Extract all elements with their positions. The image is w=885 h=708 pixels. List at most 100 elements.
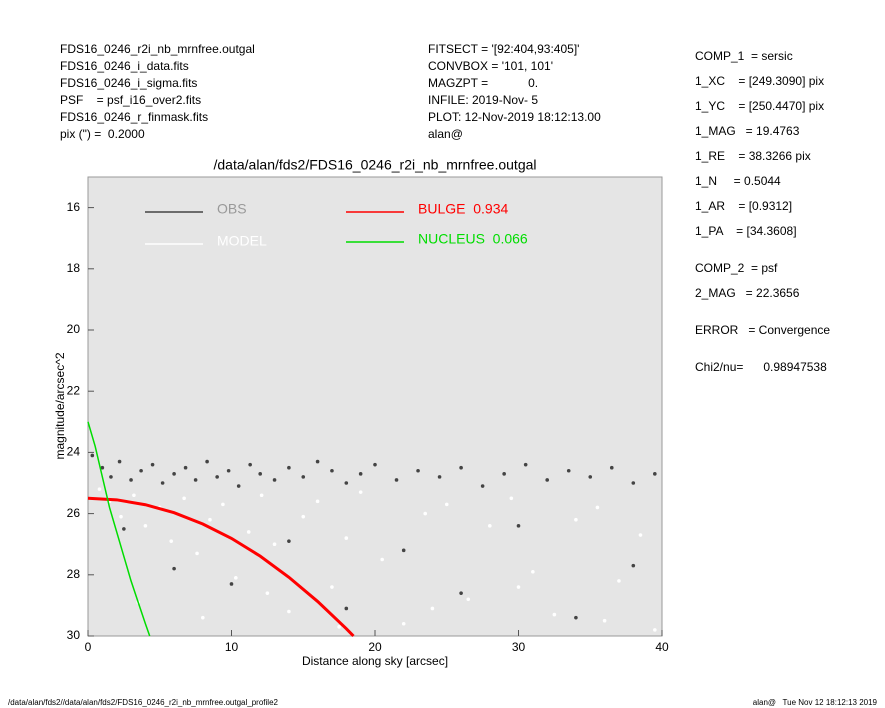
header-right-line: 1_XC = [249.3090] pix <box>695 74 824 88</box>
data-point <box>516 524 521 528</box>
data-point <box>234 576 238 580</box>
header-right-line: 1_MAG = 19.4763 <box>695 124 800 138</box>
data-point <box>653 472 657 476</box>
data-point <box>602 618 607 623</box>
header-left-line: FDS16_0246_i_sigma.fits <box>60 76 197 90</box>
y-tick-label: 18 <box>67 261 81 275</box>
data-point <box>246 530 251 534</box>
legend-label: BULGE 0.934 <box>418 201 508 217</box>
data-point <box>574 615 578 620</box>
header-right-line: 1_PA = [34.3608] <box>695 224 797 238</box>
header-left-line: FDS16_0246_i_data.fits <box>60 59 189 73</box>
header-middle-line: CONVBOX = '101, 101' <box>428 59 553 73</box>
data-point <box>226 468 231 473</box>
data-point <box>423 511 428 516</box>
data-point <box>617 579 621 583</box>
data-point <box>401 621 406 626</box>
data-point <box>337 625 341 629</box>
legend-label: OBS <box>217 201 247 217</box>
data-point <box>631 481 636 485</box>
plot-area <box>87 176 663 637</box>
x-tick-label: 0 <box>85 640 92 654</box>
y-tick-label: 22 <box>67 383 81 397</box>
data-point <box>169 539 174 543</box>
y-tick-label: 26 <box>67 506 81 520</box>
header-left-line: FDS16_0246_r_finmask.fits <box>60 110 208 124</box>
data-point <box>609 465 614 470</box>
data-point <box>143 524 148 528</box>
chart-title: /data/alan/fds2/FDS16_0246_r2i_nb_mrnfre… <box>214 157 537 173</box>
header-middle-line: PLOT: 12-Nov-2019 18:12:13.00 <box>428 110 601 124</box>
x-tick-label: 30 <box>512 640 526 654</box>
data-point <box>205 459 209 464</box>
data-point <box>566 468 571 473</box>
header-left-line: PSF = psf_i16_over2.fits <box>60 93 201 107</box>
data-point <box>358 472 363 476</box>
data-point <box>90 453 95 458</box>
x-axis-label: Distance along sky [arcsec] <box>302 654 448 668</box>
data-point <box>315 499 320 504</box>
data-point <box>638 533 643 537</box>
legend-label: NUCLEUS 0.066 <box>418 231 528 247</box>
data-point <box>122 527 126 531</box>
data-point <box>139 468 143 473</box>
data-point <box>344 481 349 485</box>
data-point <box>437 475 442 479</box>
data-point <box>229 582 234 586</box>
x-tick-label: 40 <box>655 640 669 654</box>
data-point <box>97 487 102 491</box>
footer-left: /data/alan/fds2//data/alan/fds2/FDS16_02… <box>8 698 279 707</box>
data-point <box>272 478 277 482</box>
data-point <box>330 468 334 473</box>
data-point <box>509 496 514 501</box>
header-middle-line: MAGZPT = 0. <box>428 76 538 90</box>
data-point <box>132 493 136 498</box>
data-point <box>523 462 528 467</box>
x-tick-label: 10 <box>225 640 239 654</box>
data-point <box>574 517 578 522</box>
data-point <box>301 475 306 479</box>
y-tick-label: 16 <box>67 200 81 214</box>
header-right-line: 1_AR = [0.9312] <box>695 199 792 213</box>
profile-line <box>87 496 355 638</box>
data-point <box>100 465 105 470</box>
header-right-line: Chi2/nu= 0.98947538 <box>695 360 827 374</box>
header-right-line: 1_N = 0.5044 <box>695 174 781 188</box>
data-point <box>531 569 535 574</box>
footer-right: alan@ Tue Nov 12 18:12:13 2019 <box>753 698 878 707</box>
data-point <box>344 606 349 611</box>
data-point <box>401 548 406 553</box>
data-point <box>221 502 225 507</box>
header-middle-line: alan@ <box>428 127 463 141</box>
data-point <box>119 514 123 519</box>
y-axis-label: magnitude/arcsec^2 <box>53 352 67 459</box>
data-point <box>502 472 506 476</box>
data-point <box>358 490 363 494</box>
header-left-line: pix (") = 0.2000 <box>60 127 145 141</box>
data-point <box>265 591 270 595</box>
data-point <box>330 585 334 589</box>
data-point <box>315 459 320 464</box>
data-point <box>344 536 349 540</box>
data-point <box>109 475 113 479</box>
data-point <box>183 465 188 470</box>
profile-line <box>87 421 151 637</box>
data-point <box>182 496 186 501</box>
data-point <box>444 502 449 507</box>
data-point <box>287 609 291 614</box>
data-point <box>480 484 485 488</box>
data-point <box>195 551 199 556</box>
data-point <box>552 612 557 617</box>
data-point <box>259 493 264 498</box>
y-tick-label: 20 <box>67 322 81 336</box>
data-point <box>287 539 291 543</box>
data-point <box>193 478 198 482</box>
data-point <box>301 514 306 519</box>
data-point <box>545 478 549 482</box>
data-point <box>416 468 420 473</box>
data-point <box>466 597 471 602</box>
header-middle-line: INFILE: 2019-Nov- 5 <box>428 93 538 107</box>
data-point <box>272 542 277 546</box>
header-right-line: COMP_2 = psf <box>695 261 778 275</box>
